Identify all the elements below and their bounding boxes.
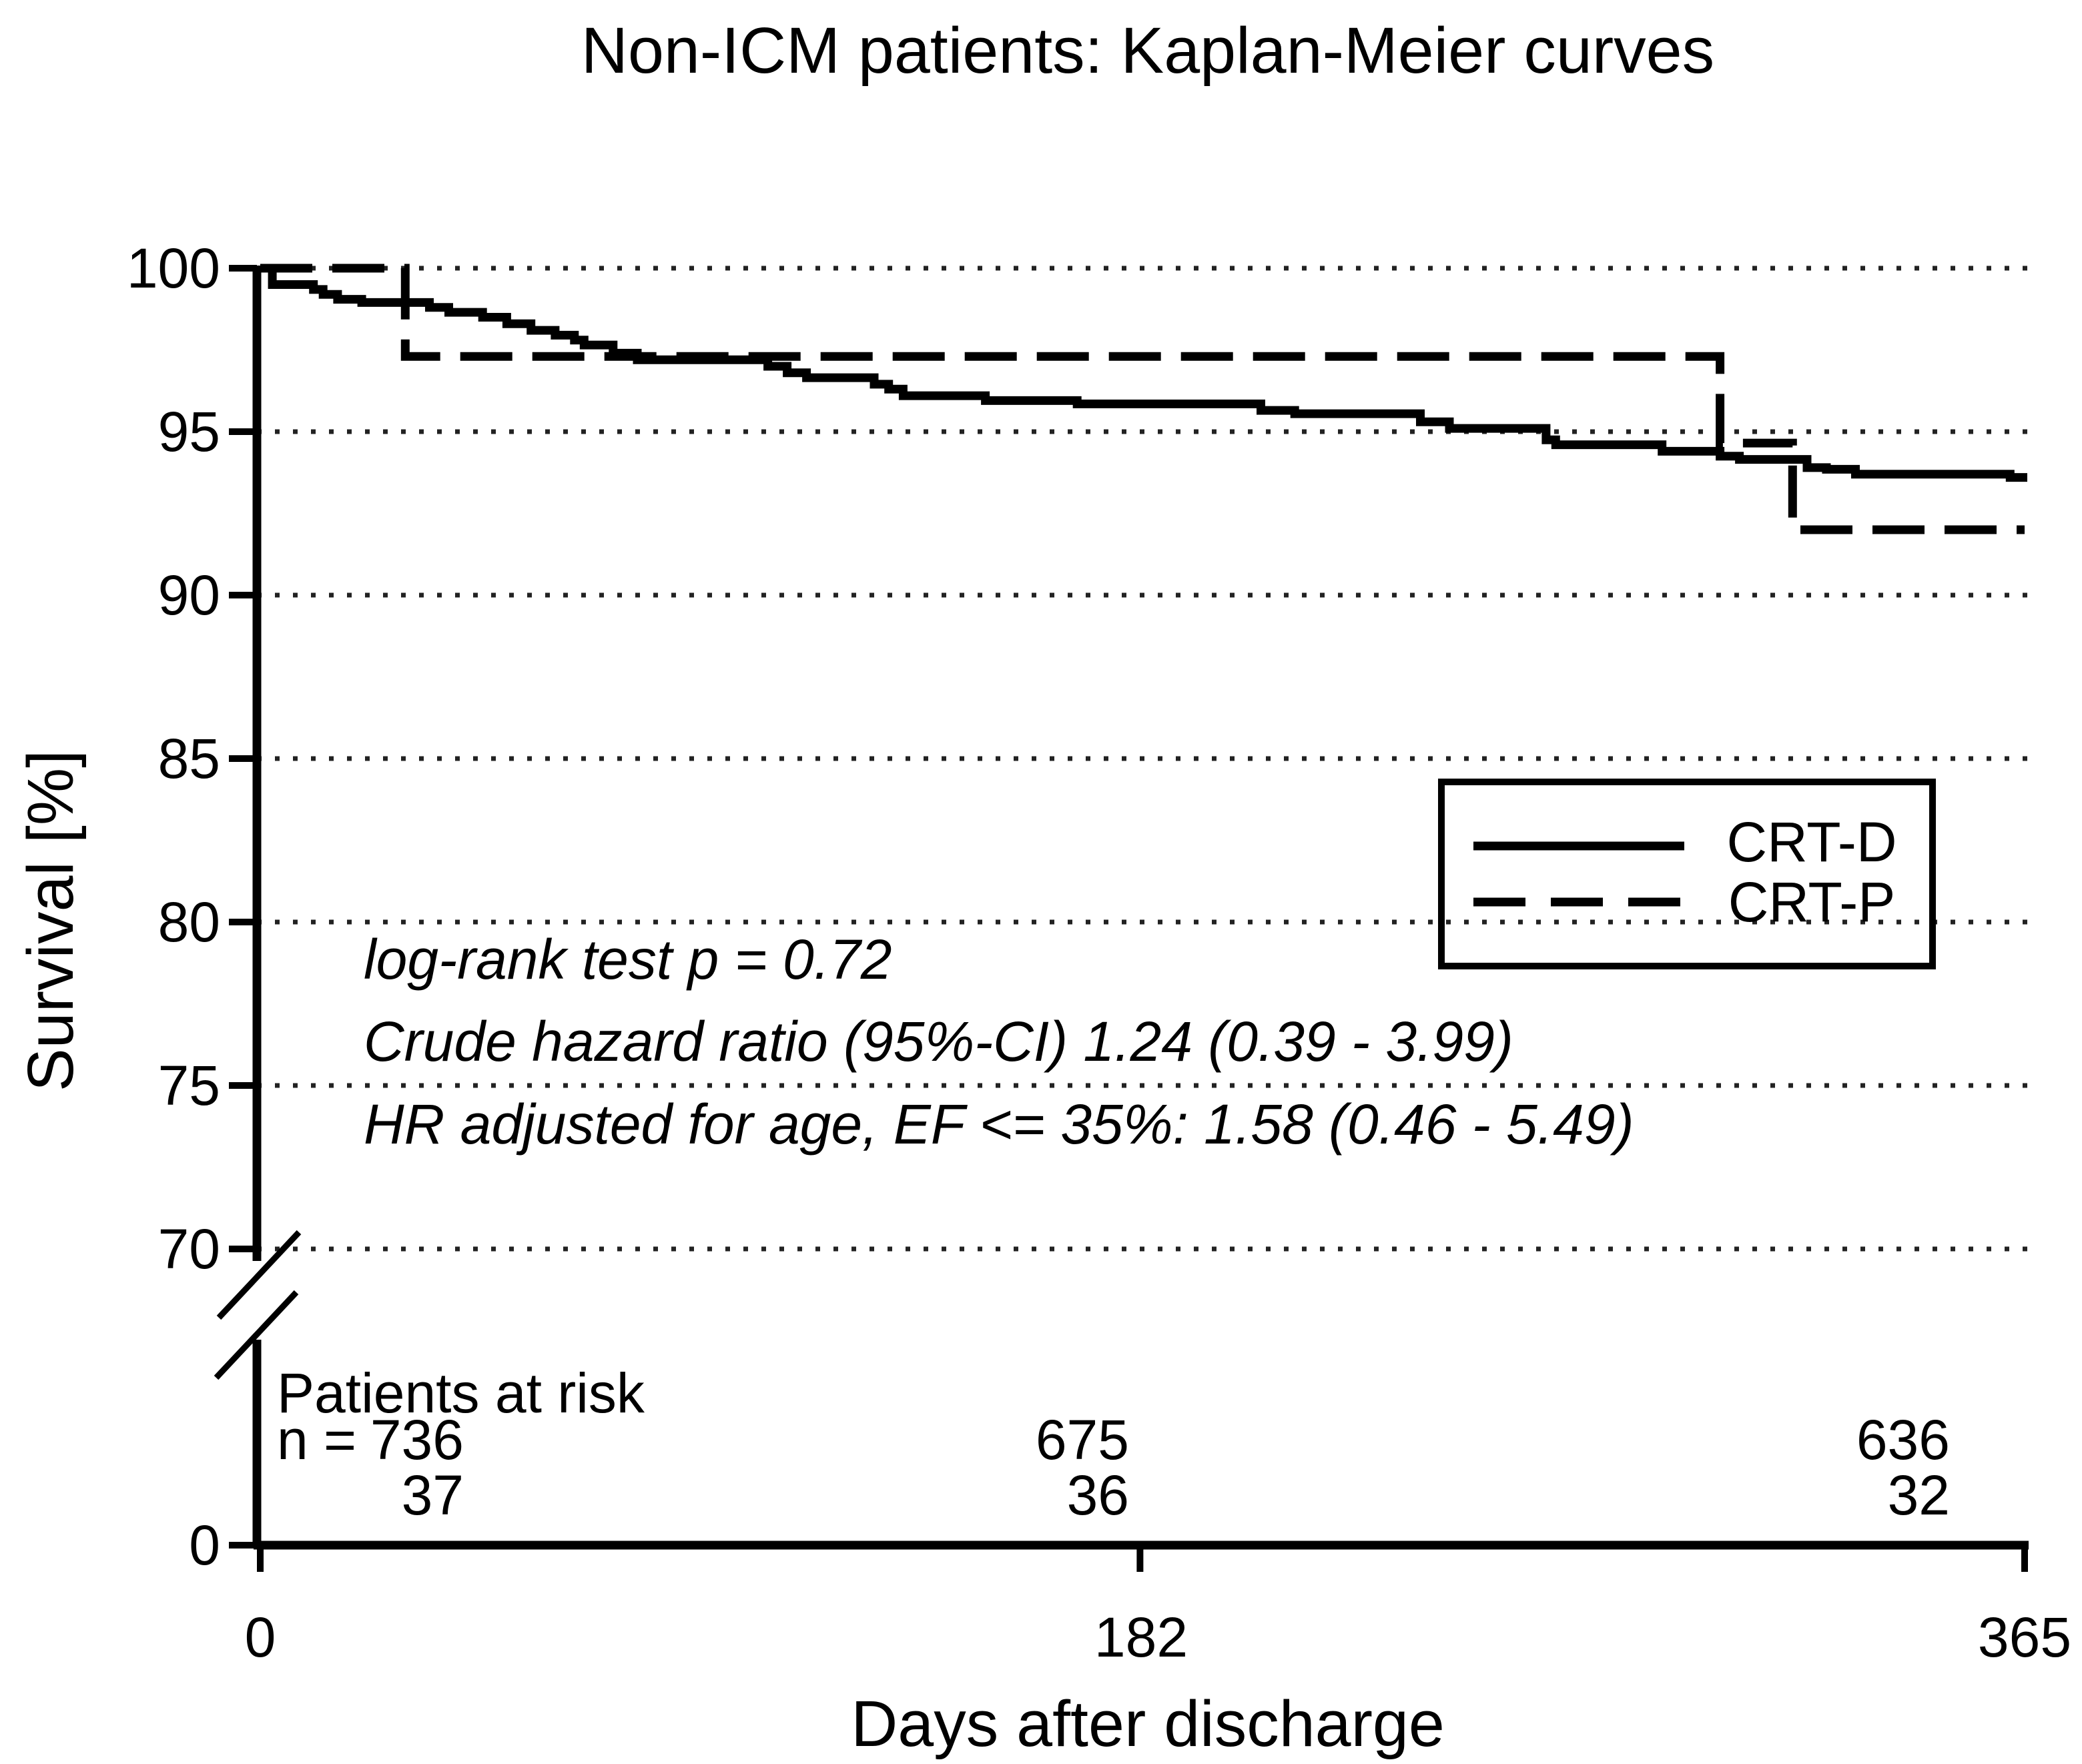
y-tick-100: 100 <box>126 237 220 300</box>
annotation-logrank: log-rank test p = 0.72 <box>364 928 892 991</box>
legend-label-crtd: CRT-D <box>1726 811 1897 873</box>
y-tick-75: 75 <box>157 1054 220 1117</box>
y-tick-80: 80 <box>157 891 220 953</box>
axes <box>214 265 2029 1572</box>
y-tick-85: 85 <box>157 727 220 790</box>
x-tick-182: 182 <box>1094 1606 1188 1669</box>
crtp-survival-curve <box>260 264 2025 534</box>
legend-label-crtp: CRT-P <box>1728 871 1896 933</box>
risk-crtd-t365: 636 <box>1856 1408 1950 1471</box>
crtd-survival-curve <box>260 264 2027 482</box>
risk-crtd-t182: 675 <box>1035 1408 1129 1471</box>
risk-crtp-t0: 37 <box>401 1464 464 1526</box>
annotation-crude-hr: Crude hazard ratio (95%-CI) 1.24 (0.39 -… <box>364 1010 1513 1073</box>
y-tick-0: 0 <box>189 1514 220 1577</box>
gridlines <box>257 266 2029 1252</box>
legend-box <box>1438 779 1936 969</box>
y-tick-90: 90 <box>157 564 220 626</box>
risk-table-header: Patients at risk <box>277 1362 645 1424</box>
risk-crtp-t182: 36 <box>1066 1464 1129 1526</box>
chart-title: Non-ICM patients: Kaplan-Meier curves <box>581 14 1715 87</box>
x-tick-0: 0 <box>244 1606 276 1669</box>
risk-n-prefix: n = <box>277 1408 357 1471</box>
y-tick-70: 70 <box>157 1218 220 1280</box>
x-tick-365: 365 <box>1977 1606 2072 1669</box>
x-axis-label: Days after discharge <box>851 1687 1445 1760</box>
y-tick-95: 95 <box>157 400 220 463</box>
annotation-adjusted-hr: HR adjusted for age, EF <= 35%: 1.58 (0.… <box>364 1093 1634 1156</box>
risk-crtp-t365: 32 <box>1887 1464 1950 1526</box>
risk-crtd-t0: 736 <box>370 1408 464 1471</box>
